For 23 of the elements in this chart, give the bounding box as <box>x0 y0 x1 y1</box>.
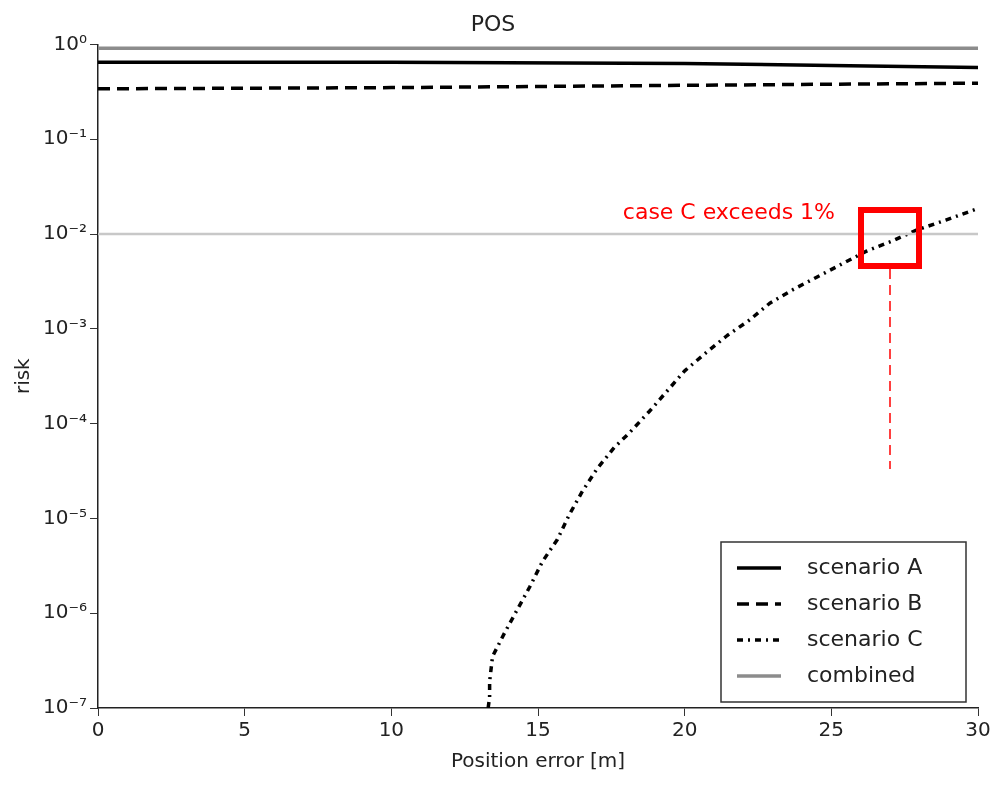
y-tick-label: 10⁻² <box>42 220 88 245</box>
x-tick-label: 15 <box>525 717 551 742</box>
x-tick-label: 20 <box>671 717 698 742</box>
y-tick-label: 10⁻⁴ <box>42 409 88 434</box>
x-tick-label: 25 <box>818 717 845 742</box>
y-tick-label: 10⁰ <box>53 30 88 55</box>
x-axis-title: Position error [m] <box>450 748 626 773</box>
annotation: case C exceeds 1% <box>622 198 835 224</box>
x-tick-label: 30 <box>965 717 991 742</box>
chart-title: POS <box>470 10 516 36</box>
x-tick-label: 0 <box>91 717 105 742</box>
y-tick-label: 10⁻¹ <box>42 125 88 150</box>
legend-label: combined <box>807 661 916 687</box>
y-axis-title: risk <box>10 357 35 395</box>
x-tick-label: 10 <box>378 717 405 742</box>
legend-label: scenario C <box>807 625 923 651</box>
y-tick-label: 10⁻³ <box>42 315 88 339</box>
y-tick-label: 10⁻⁶ <box>42 599 88 624</box>
y-tick-label: 10⁻⁵ <box>42 504 88 529</box>
legend-label: scenario B <box>807 589 923 615</box>
y-tick-label: 10⁻⁷ <box>42 694 88 719</box>
legend-label: scenario A <box>807 553 923 579</box>
x-tick-label: 5 <box>238 717 252 742</box>
